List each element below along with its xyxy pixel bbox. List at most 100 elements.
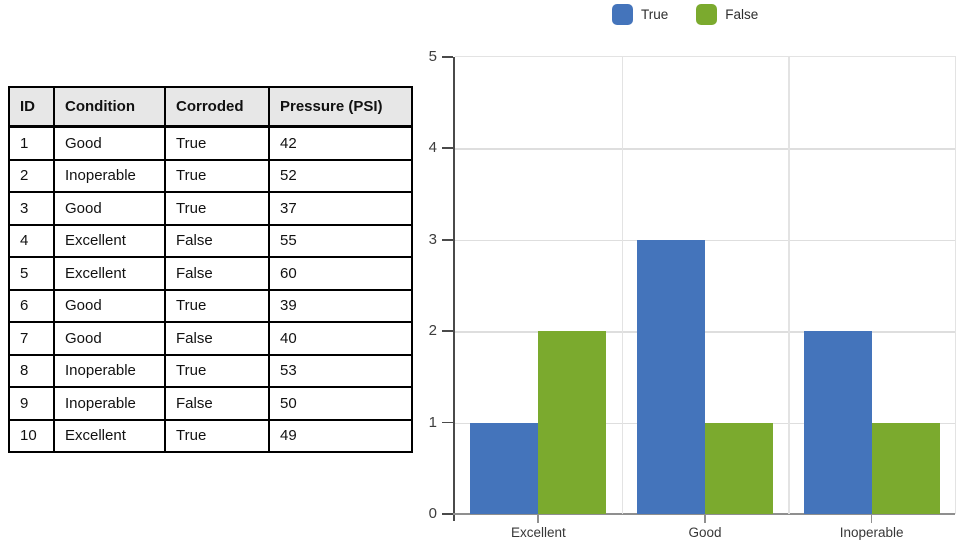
column-header: Condition — [53, 86, 166, 128]
table-cell: Good — [53, 288, 166, 323]
y-axis-tick — [442, 513, 453, 515]
legend-label: False — [725, 7, 759, 22]
x-axis-label: Excellent — [510, 525, 566, 540]
table-cell: 52 — [268, 158, 413, 193]
table-cell: True — [164, 158, 270, 193]
y-axis-tick-label: 2 — [428, 322, 437, 340]
y-axis-tick-label: 0 — [428, 505, 437, 522]
table-row: 6 Good True 39 — [8, 288, 413, 323]
table-cell: False — [164, 256, 270, 291]
gridline-horizontal — [455, 331, 955, 333]
table-cell: 6 — [8, 288, 55, 323]
table-row: 10 Excellent True 49 — [8, 418, 413, 453]
legend-item-false: False — [696, 4, 758, 25]
table-cell: False — [164, 321, 270, 356]
table-cell: 37 — [268, 191, 413, 226]
y-axis-tick-label: 5 — [428, 48, 437, 65]
table-cell: 9 — [8, 386, 55, 421]
gridline-horizontal — [455, 148, 955, 150]
pipe-data-table: ID Condition Corroded Pressure (PSI) 1 Good T… — [8, 86, 413, 453]
gridline-vertical — [621, 57, 624, 514]
table-row: 4 Excellent False 55 — [8, 223, 413, 258]
column-header: ID — [8, 86, 55, 128]
table-cell: Inoperable — [53, 386, 166, 421]
table-cell: True — [164, 288, 270, 323]
table-cell: 42 — [268, 125, 413, 161]
table-cell: 7 — [8, 321, 55, 356]
table-cell: True — [164, 191, 270, 226]
table-row: 8 Inoperable True 53 — [8, 353, 413, 388]
table-cell: 2 — [8, 158, 55, 193]
bar-true-inoperable — [803, 331, 872, 514]
table-header-row: ID Condition Corroded Pressure (PSI) — [8, 86, 413, 128]
table-cell: 8 — [8, 353, 55, 388]
table-body: 1 Good True 42 2 Inoperable True 52 3 Good True 37 4… — [8, 125, 413, 453]
table-row: 2 Inoperable True 52 — [8, 158, 413, 193]
table-cell: 5 — [8, 256, 55, 291]
table-cell: True — [164, 125, 270, 161]
table-cell: True — [164, 418, 270, 453]
table-cell: False — [164, 386, 270, 421]
legend-item-true: True — [612, 4, 668, 25]
bar-false-good — [704, 422, 773, 514]
y-axis-tick — [442, 330, 453, 332]
bar-true-excellent — [470, 422, 539, 514]
table-cell: 53 — [268, 353, 413, 388]
table-cell: Excellent — [53, 256, 166, 291]
table-cell: Inoperable — [53, 158, 166, 193]
y-axis-tick — [442, 56, 453, 58]
table-cell: Excellent — [53, 223, 166, 258]
x-axis-label: Good — [688, 525, 722, 540]
y-axis-line — [453, 57, 455, 521]
table-row: 5 Excellent False 60 — [8, 256, 413, 291]
table-row: 7 Good False 40 — [8, 321, 413, 356]
plot-area: 0 1 2 3 4 5 Excellent Good Inoperable — [429, 48, 956, 540]
table-cell: 55 — [268, 223, 413, 258]
table-cell: 4 — [8, 223, 55, 258]
legend-swatch-false — [696, 4, 718, 25]
table-header: ID Condition Corroded Pressure (PSI) — [8, 86, 413, 128]
table-cell: Inoperable — [53, 353, 166, 388]
bar-true-good — [636, 239, 705, 514]
table-cell: 40 — [268, 321, 413, 356]
y-axis-tick-label: 1 — [428, 413, 437, 431]
table-cell: Good — [53, 125, 166, 161]
legend-swatch-true — [612, 4, 633, 25]
table-row: 1 Good True 42 — [8, 125, 413, 161]
column-header: Corroded — [164, 86, 270, 128]
table-cell: Good — [53, 321, 166, 356]
table-cell: Excellent — [53, 418, 166, 453]
y-axis-tick-label: 3 — [428, 230, 437, 248]
table-cell: 49 — [268, 418, 413, 453]
table-cell: 60 — [268, 256, 413, 291]
y-axis-tick — [442, 147, 453, 150]
bar-false-excellent — [538, 331, 607, 514]
table-cell: 1 — [8, 125, 55, 161]
bar-group-good — [622, 57, 789, 514]
x-axis-tick — [704, 515, 706, 523]
table-cell: 3 — [8, 191, 55, 226]
table-cell: Good — [53, 191, 166, 226]
table-cell: True — [164, 353, 270, 388]
table-cell: 10 — [8, 418, 55, 453]
x-axis-label: Inoperable — [839, 525, 904, 540]
bar-group-inoperable — [788, 57, 955, 514]
y-axis-tick — [442, 238, 453, 241]
x-axis-tick — [537, 515, 540, 523]
legend: True False — [612, 4, 758, 25]
bar-false-inoperable — [871, 422, 940, 514]
gridline-vertical — [788, 57, 790, 514]
table-cell: False — [164, 223, 270, 258]
y-axis-tick-label: 4 — [428, 139, 437, 157]
x-axis-line — [453, 513, 955, 515]
table-row: 3 Good True 37 — [8, 191, 413, 226]
x-axis-tick — [870, 515, 873, 523]
y-axis-tick — [442, 421, 453, 424]
gridline-horizontal — [455, 239, 955, 242]
column-header: Pressure (PSI) — [268, 86, 413, 128]
table-row: 9 Inoperable False 50 — [8, 386, 413, 421]
table-cell: 50 — [268, 386, 413, 421]
bar-group-excellent — [455, 57, 622, 514]
table-cell: 39 — [268, 288, 413, 323]
